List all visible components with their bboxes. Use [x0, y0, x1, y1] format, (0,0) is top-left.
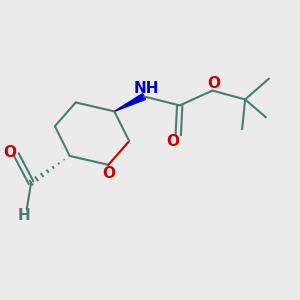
- Text: O: O: [167, 134, 179, 149]
- Text: H: H: [17, 208, 30, 223]
- Text: O: O: [102, 166, 115, 181]
- Text: NH: NH: [134, 81, 159, 96]
- Text: O: O: [3, 146, 16, 160]
- Text: O: O: [207, 76, 220, 91]
- Polygon shape: [114, 94, 146, 111]
